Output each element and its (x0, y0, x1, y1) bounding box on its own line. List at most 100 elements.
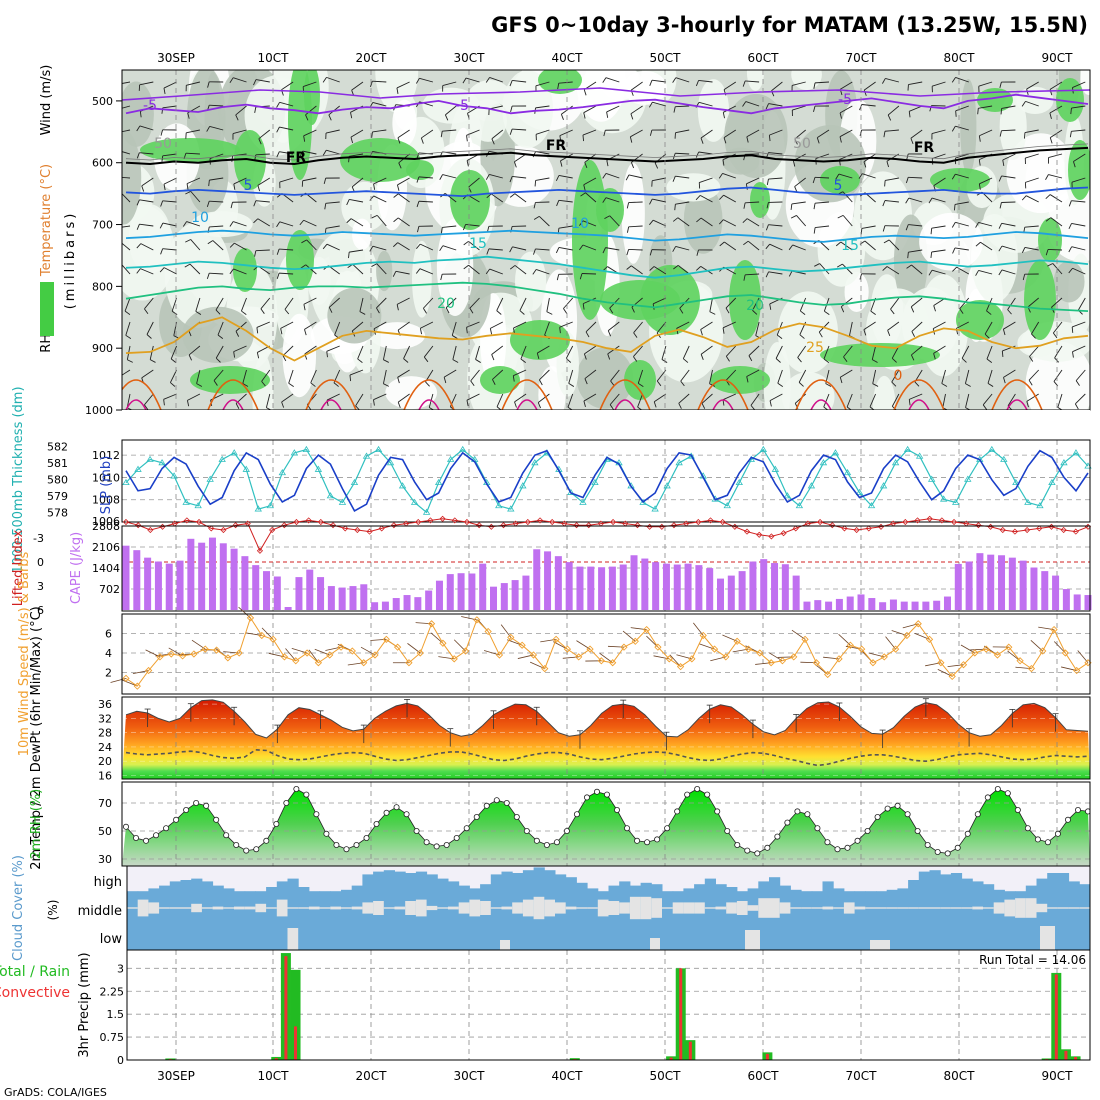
cloud-middle-gap-24 (383, 907, 395, 909)
rh-point-92 (1044, 839, 1051, 846)
upper-barb-346 (398, 193, 410, 203)
cloud-high-28 (426, 874, 438, 894)
upper-barb-758 (745, 101, 760, 107)
cloud-middle-gap-79 (972, 906, 984, 910)
cloud-high-30 (448, 881, 460, 894)
upper-barb-733 (723, 137, 727, 144)
cape-bar-81 (998, 555, 1006, 610)
upper-barb-0 (122, 81, 131, 84)
rh-point-41 (533, 837, 540, 844)
upper-barb-984 (931, 129, 946, 134)
upper-barb-718 (709, 297, 713, 312)
cloud-low-bg-5 (180, 922, 192, 950)
upper-barb-493 (509, 265, 516, 270)
cloud-middle-gap-36 (512, 902, 524, 914)
upper-barb-924 (885, 78, 900, 83)
cape-bar-72 (900, 601, 908, 610)
upper-barb-1153 (1069, 131, 1072, 138)
rh-tick-30: 30 (98, 853, 112, 866)
top-date-labels: 30SEP 10CT 20CT 30CT 40CT 50CT 60CT 70CT 80CT 90C… (157, 51, 1073, 65)
rh-moist-cell-27 (480, 366, 520, 394)
li-point-49 (719, 518, 726, 526)
upper-barb-479 (510, 105, 513, 113)
rh-moist-cell-10 (233, 248, 257, 292)
wind-speed-point-74 (959, 661, 968, 669)
upper-barb-986 (932, 153, 946, 160)
cape-bar-25 (392, 598, 400, 610)
cloud-low-bg-25 (394, 922, 406, 950)
wind-speed-point-76 (982, 645, 990, 653)
upper-barb-856 (819, 263, 830, 275)
cloud-middle-gap-4 (169, 907, 181, 909)
rh-moist-cell-16 (930, 168, 990, 192)
upper-barb-1038 (978, 105, 993, 109)
upper-barb-481 (509, 128, 513, 135)
upper-barb-1068 (1001, 129, 1016, 132)
upper-barb-406 (442, 245, 457, 251)
rh-line (123, 786, 1090, 857)
upper-barb-568 (583, 177, 597, 186)
upper-barb-407 (439, 245, 444, 251)
cape-bar-58 (749, 561, 757, 610)
upper-barb-611 (607, 353, 611, 360)
rh-point-0 (123, 823, 130, 830)
upper-barb-374 (418, 200, 433, 203)
wind10m-barb-75 (960, 644, 976, 654)
cloud-middle-gap-81 (993, 902, 1005, 914)
li-tick-3: 6 (37, 604, 44, 617)
upper-barb-1142 (1054, 345, 1063, 359)
upper-barb-1011 (955, 110, 957, 117)
li-point-61 (865, 525, 872, 532)
cloud-low-bg-42 (576, 922, 588, 950)
upper-barb-179 (253, 200, 257, 207)
contour-label-9: 10 (571, 216, 589, 232)
thickness-point-54 (771, 465, 780, 472)
cloud-low-bg-72 (897, 922, 909, 950)
cloud-high-41 (565, 877, 577, 894)
thickness-point-17 (326, 492, 335, 499)
upper-barb-517 (533, 215, 540, 220)
thickness-point-7 (206, 475, 214, 482)
upper-barb-780 (746, 369, 760, 377)
upper-barb-814 (792, 105, 806, 111)
cape-bar-33 (479, 563, 487, 610)
thickness-tick-581: 581 (47, 457, 68, 470)
thickness-point-26 (434, 478, 443, 486)
upper-barb-997 (928, 269, 933, 276)
upper-barb-417 (443, 377, 447, 384)
upper-barb-682 (675, 201, 690, 205)
upper-barb-324 (376, 263, 387, 275)
cloud-high-24 (383, 870, 395, 894)
upper-barb-541 (555, 175, 560, 182)
cloud-high-55 (715, 884, 727, 894)
cloud-low-bg-78 (961, 922, 973, 950)
wind-y-ticks: 246 (105, 628, 112, 680)
thickness-point-62 (867, 502, 876, 509)
upper-barb-1004 (941, 369, 946, 384)
top-date-9: 90CT (1042, 51, 1074, 65)
upper-barb-586 (583, 393, 597, 402)
precip-bars (165, 953, 1081, 1060)
upper-barb-582 (584, 345, 597, 355)
upper-barb-1164 (1072, 267, 1086, 275)
upper-barb-669 (656, 380, 662, 387)
upper-barb-499 (520, 358, 526, 363)
cloud-low-bg-11 (244, 922, 256, 950)
upper-barb-751 (725, 356, 730, 362)
upper-barb-608 (607, 321, 620, 331)
upper-barb-238 (306, 239, 317, 251)
cloud-middle-gap-0 (127, 907, 139, 909)
upper-barb-62 (162, 153, 177, 157)
cape-bar-89 (1084, 595, 1092, 610)
upper-barb-1090 (1007, 393, 1016, 407)
upper-barb-943 (890, 308, 895, 315)
upper-barb-601 (604, 215, 610, 219)
thickness-tick-580: 580 (47, 473, 68, 486)
upper-barb-1151 (1070, 108, 1072, 115)
cloud-high-40 (555, 874, 567, 894)
cape-bar-43 (587, 566, 595, 610)
cloud-low-clear-3 (500, 940, 510, 950)
li-point-64 (902, 518, 909, 526)
